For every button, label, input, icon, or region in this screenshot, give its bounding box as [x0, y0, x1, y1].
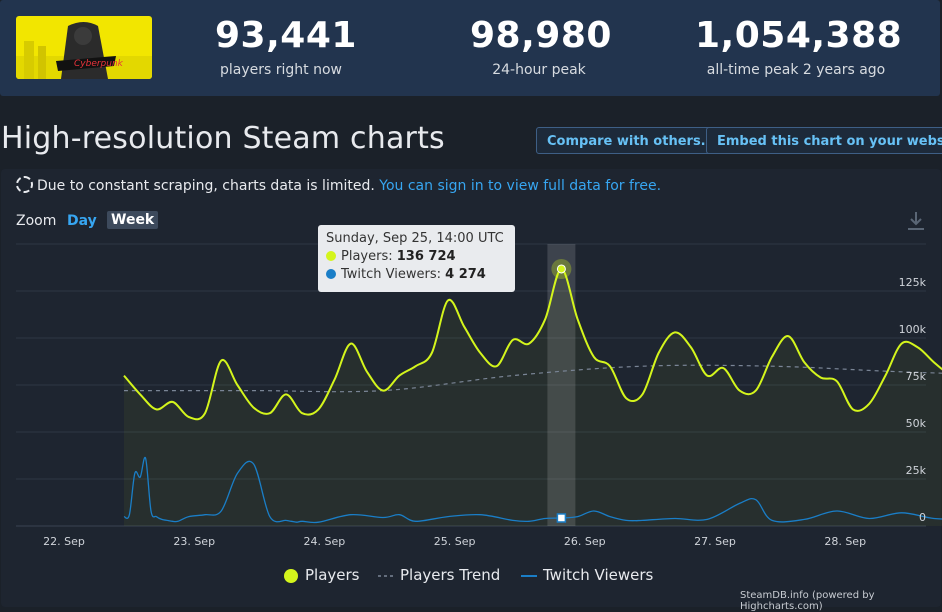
y-tick-label: 50k	[906, 417, 927, 430]
y-tick-label: 125k	[899, 276, 927, 289]
players-line	[123, 267, 942, 421]
tooltip-title: Sunday, Sep 25, 14:00 UTC	[326, 231, 504, 246]
tooltip-twitch-label: Twitch Viewers:	[341, 267, 446, 282]
stat-value: 98,980	[470, 15, 612, 56]
legend-players-trend[interactable]: Players Trend	[378, 566, 500, 584]
tooltip-players-value: 136 724	[396, 249, 456, 264]
embed-chart-button[interactable]: Embed this chart on your website	[706, 127, 942, 154]
legend-trend-label: Players Trend	[400, 566, 501, 584]
x-tick-label: 23. Sep	[173, 535, 215, 548]
x-tick-label: 28. Sep	[824, 535, 866, 548]
y-tick-label: 75k	[906, 370, 927, 383]
twitch-hover-marker	[556, 513, 567, 523]
stat-current-players: 93,441 players right now	[215, 14, 357, 79]
legend-players-label: Players	[305, 566, 360, 584]
stat-24h-peak: 98,980 24-hour peak	[470, 14, 612, 79]
zoom-week-button[interactable]: Week	[107, 211, 159, 229]
compare-button[interactable]: Compare with others...	[536, 127, 727, 154]
stat-label: 24-hour peak	[492, 62, 586, 78]
stats-header	[0, 0, 940, 96]
spinner-icon	[16, 176, 33, 193]
game-logo-text: Cyberpunk	[74, 59, 124, 69]
players-legend-icon	[284, 568, 298, 583]
stat-label: all-time peak 2 years ago	[706, 62, 886, 78]
x-tick-label: 22. Sep	[43, 535, 85, 548]
twitch-legend-icon	[521, 574, 537, 577]
game-thumbnail[interactable]: Cyberpunk	[16, 16, 152, 79]
x-tick-label: 27. Sep	[694, 535, 736, 548]
twitch-viewers-line	[123, 456, 942, 524]
x-tick-label: 25. Sep	[434, 535, 476, 548]
players-area	[124, 269, 942, 526]
download-icon[interactable]	[906, 210, 926, 236]
page-title: High-resolution Steam charts	[1, 121, 445, 156]
x-tick-label: 26. Sep	[564, 535, 606, 548]
chart-tooltip: Sunday, Sep 25, 14:00 UTC Players: 136 7…	[318, 225, 515, 292]
twitch-dot-icon	[326, 269, 336, 279]
players-hover-marker	[556, 264, 566, 274]
stat-value: 1,054,388	[695, 15, 903, 56]
y-tick-label: 100k	[899, 323, 927, 336]
zoom-day-button[interactable]: Day	[67, 213, 97, 229]
notice-text: Due to constant scraping, charts data is…	[37, 178, 375, 194]
zoom-label: Zoom	[16, 213, 57, 229]
tooltip-twitch-row: Twitch Viewers: 4 274	[326, 266, 507, 284]
y-tick-label: 0	[919, 511, 926, 524]
trend-legend-icon	[378, 574, 394, 577]
stat-value: 93,441	[215, 15, 357, 56]
players-dot-icon	[326, 251, 336, 261]
game-thumbnail-image: Cyberpunk	[16, 16, 152, 79]
stat-all-time-peak: 1,054,388 all-time peak 2 years ago	[695, 14, 903, 79]
tooltip-twitch-value: 4 274	[445, 267, 486, 282]
y-tick-label: 25k	[906, 464, 927, 477]
tooltip-players-label: Players:	[341, 249, 397, 264]
stat-label: players right now	[220, 62, 342, 78]
x-tick-label: 24. Sep	[304, 535, 346, 548]
data-limit-notice: Due to constant scraping, charts data is…	[16, 176, 661, 194]
sign-in-link[interactable]: You can sign in to view full data for fr…	[379, 178, 662, 194]
players-trend-line	[123, 364, 942, 393]
legend-players[interactable]: Players	[283, 566, 360, 584]
chart-credits[interactable]: SteamDB.info (powered by Highcharts.com)	[740, 590, 875, 612]
legend-twitch-label: Twitch Viewers	[543, 566, 654, 584]
legend-twitch-viewers[interactable]: Twitch Viewers	[521, 566, 653, 584]
tooltip-players-row: Players: 136 724	[326, 248, 507, 266]
